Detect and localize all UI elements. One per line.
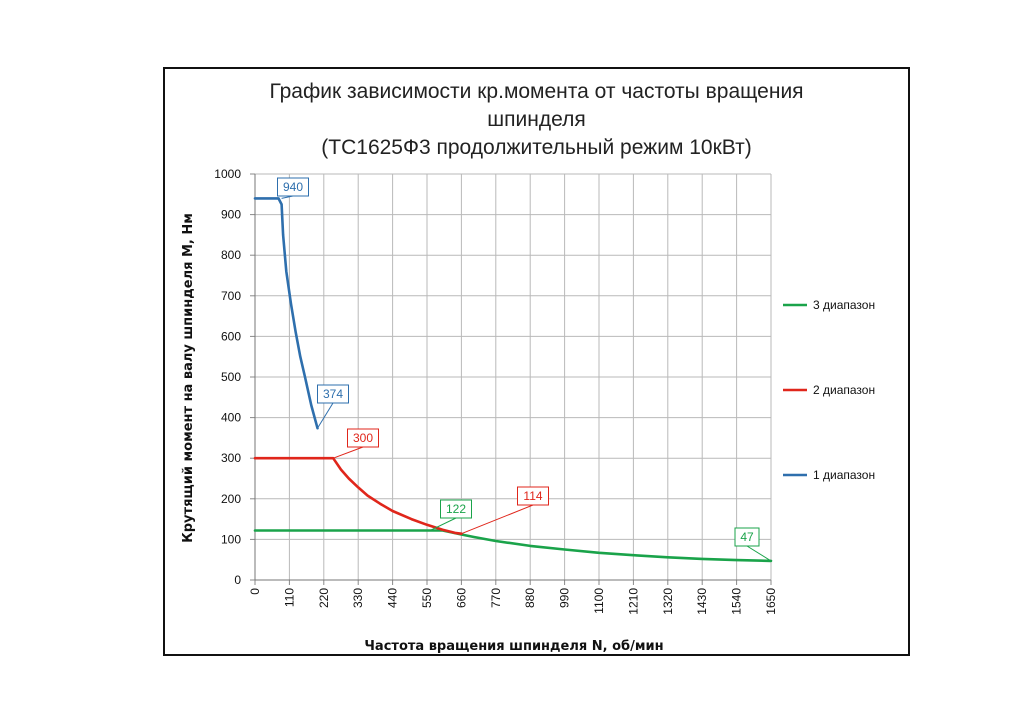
y-tick-label: 800 [221, 248, 241, 262]
data-label-box [734, 527, 760, 547]
data-label: 940 [283, 180, 303, 194]
data-label-leader [317, 402, 334, 429]
chart-title-line-1: График зависимости кр.момента от частоты… [269, 80, 804, 103]
chart-title-line-2: шпинделя [487, 108, 586, 131]
x-tick-label: 1430 [695, 588, 709, 615]
legend-entry-2: 2 диапазон [813, 383, 875, 397]
x-tick-label: 1650 [764, 588, 778, 615]
legend-entry-3: 1 диапазон [813, 468, 875, 482]
x-tick-label: 990 [558, 588, 572, 608]
y-tick-label: 400 [221, 411, 241, 425]
x-tick-label: 660 [454, 588, 468, 608]
legend: 3 диапазон 2 диапазон 1 диапазон [783, 298, 875, 482]
series-lines [253, 197, 773, 563]
x-tick-label: 770 [489, 588, 503, 608]
y-tick-label: 0 [234, 573, 241, 587]
data-label-leader [429, 517, 457, 531]
x-tick-label: 1540 [730, 588, 744, 615]
data-label-box [440, 499, 472, 519]
data-label-box [317, 384, 349, 404]
y-tick-label: 900 [221, 208, 241, 222]
data-labels: 940 374 300 114 122 47 [277, 177, 772, 562]
y-tick-label: 600 [221, 329, 241, 343]
x-tick-label: 440 [386, 588, 400, 608]
data-label: 374 [323, 387, 343, 401]
data-label: 300 [353, 431, 373, 445]
y-axis-title: Крутящий момент на валу шпинделя М, Нм [181, 213, 196, 543]
x-tick-label: 220 [317, 588, 331, 608]
y-tick-label: 200 [221, 492, 241, 506]
x-tick-label: 550 [420, 588, 434, 608]
y-tick-label: 700 [221, 289, 241, 303]
x-tick-label: 1210 [626, 588, 640, 615]
x-tick-label: 330 [351, 588, 365, 608]
grid [250, 173, 772, 585]
data-label: 122 [446, 502, 466, 516]
series-line-2 [253, 456, 463, 536]
x-tick-label: 1100 [592, 588, 606, 614]
y-tick-label: 500 [221, 370, 241, 384]
x-tick-label: 0 [248, 588, 262, 595]
data-label-box [517, 486, 549, 506]
x-tick-labels: 0 110 220 330 440 550 660 770 880 990 1100 1210 1320… [248, 588, 778, 615]
chart-title-line-3: (ТС1625Ф3 продолжительный режим 10кВт) [321, 136, 752, 159]
data-label-leader [461, 504, 534, 535]
data-label-leader [333, 446, 364, 459]
x-tick-label: 110 [282, 588, 296, 607]
y-tick-labels: 0 100 200 300 400 500 600 700 800 900 1000 [214, 167, 241, 587]
data-label: 47 [740, 530, 754, 544]
y-tick-label: 1000 [214, 167, 241, 181]
x-axis-title: Частота вращения шпинделя N, об/мин [364, 639, 663, 654]
y-tick-label: 100 [221, 532, 241, 546]
data-label-box [277, 177, 309, 197]
data-label: 114 [523, 489, 542, 503]
y-tick-label: 300 [221, 451, 241, 465]
x-tick-label: 1320 [661, 588, 675, 615]
series-line-3 [253, 197, 319, 430]
legend-entry-1: 3 диапазон [813, 298, 875, 312]
x-tick-label: 880 [523, 588, 537, 608]
data-label-leader [746, 545, 772, 562]
data-label-box [347, 428, 379, 448]
